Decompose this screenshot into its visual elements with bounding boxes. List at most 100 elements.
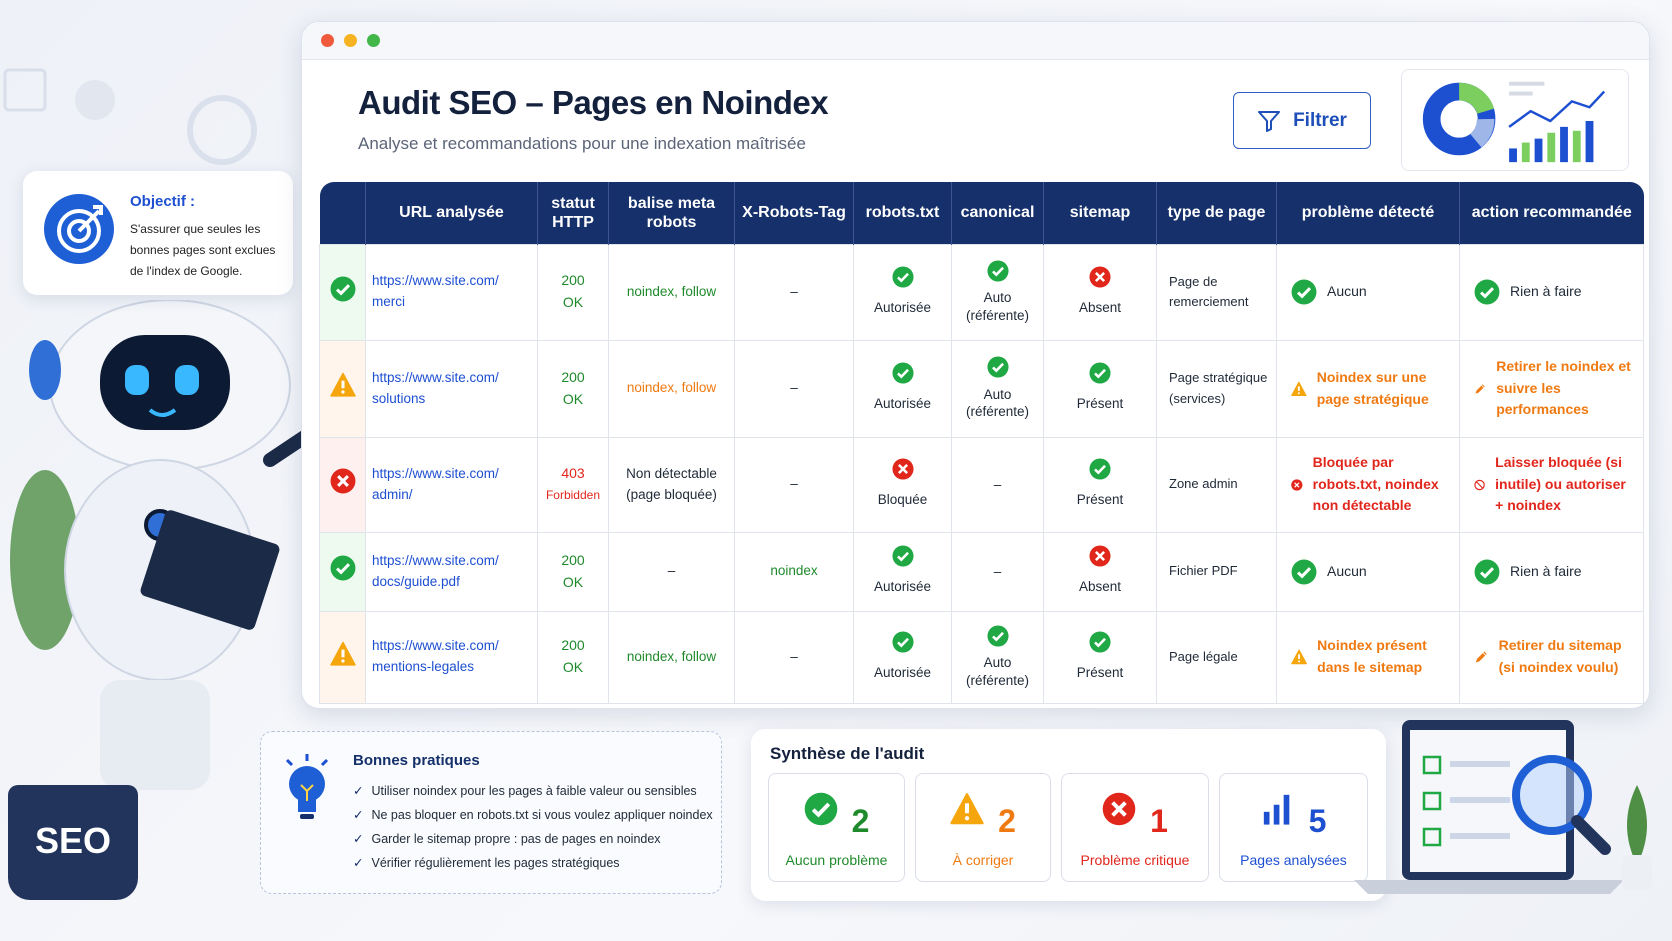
summary-card[interactable]: 1 Problème critique xyxy=(1061,773,1209,882)
summary-count: 1 xyxy=(1150,803,1168,840)
best-practice-item: ✓ Utiliser noindex pour les pages à faibl… xyxy=(353,784,697,798)
canonical-cell: Auto (référente) xyxy=(951,339,1044,438)
robots-txt-cell: Autorisée xyxy=(853,243,952,341)
url-link[interactable]: https://www.site.com/merci xyxy=(372,273,499,309)
check-icon xyxy=(891,545,914,567)
action-cell: Laisser bloquée (si inutile) ou autorise… xyxy=(1459,436,1644,533)
url-link[interactable]: https://www.site.com/mentions-legales xyxy=(372,638,499,674)
meta-robots-cell: noindex, follow xyxy=(608,339,735,438)
target-icon xyxy=(44,194,114,264)
best-practice-item: ✓ Garder le sitemap propre : pas de pages… xyxy=(353,832,661,846)
robots-txt-cell: Autorisée xyxy=(853,610,952,704)
http-status-cell: 200 OK xyxy=(537,243,609,341)
page-title: Audit SEO – Pages en Noindex xyxy=(358,84,829,121)
page-type-cell: Fichier PDF xyxy=(1156,531,1277,612)
minimize-dot[interactable] xyxy=(344,34,357,47)
cross-icon xyxy=(330,468,355,494)
http-status-cell: 200 OK xyxy=(537,339,609,438)
column-header[interactable]: action recommandée xyxy=(1459,182,1644,244)
page-type-cell: Page de remerciement xyxy=(1156,243,1277,341)
row-status xyxy=(319,339,366,438)
canonical-cell: – xyxy=(951,436,1044,533)
best-practices-title: Bonnes pratiques xyxy=(353,752,480,769)
column-header[interactable]: URL analysée xyxy=(365,182,538,244)
summary-title: Synthèse de l'audit xyxy=(770,744,925,763)
summary-count: 5 xyxy=(1308,803,1327,840)
close-dot[interactable] xyxy=(321,34,334,47)
meta-robots-cell: Non détectable (page bloquée) xyxy=(608,436,735,533)
url-link[interactable]: https://www.site.com/solutions xyxy=(372,369,499,406)
column-header[interactable] xyxy=(319,182,366,244)
table-row[interactable]: https://www.site.com/admin/ 403 Forbidden… xyxy=(319,436,1644,533)
column-header[interactable]: statut HTTP xyxy=(537,182,609,244)
table-header-row: URL analysée statut HTTP balise meta robot… xyxy=(319,182,1644,244)
column-header[interactable]: type de page xyxy=(1156,182,1277,244)
table-row[interactable]: https://www.site.com/solutions 200 OK noi… xyxy=(319,339,1644,438)
column-header[interactable]: canonical xyxy=(951,182,1044,244)
url-cell[interactable]: https://www.site.com/admin/ xyxy=(365,436,538,533)
check-icon xyxy=(1291,559,1317,584)
window-titlebar xyxy=(302,22,1649,60)
http-status-cell: 200 OK xyxy=(537,531,609,612)
http-status-cell: 403 Forbidden xyxy=(537,436,609,533)
problem-cell: Noindex sur une page stratégique xyxy=(1276,339,1460,438)
row-status xyxy=(319,610,366,704)
url-cell[interactable]: https://www.site.com/merci xyxy=(365,243,538,341)
table-row[interactable]: https://www.site.com/mentions-legales 20… xyxy=(319,610,1644,704)
meta-robots-cell: – xyxy=(608,531,735,612)
column-header[interactable]: balise meta robots xyxy=(608,182,735,244)
page-type-cell: Page stratégique (services) xyxy=(1156,339,1277,438)
x-robots-tag-cell: noindex xyxy=(734,531,854,612)
robots-txt-cell: Autorisée xyxy=(853,531,952,612)
http-status-cell: 200 OK xyxy=(537,610,609,704)
action-cell: Rien à faire xyxy=(1459,243,1644,341)
url-link[interactable]: https://www.site.com/admin/ xyxy=(372,465,499,502)
summary-label: À corriger xyxy=(952,852,1014,869)
objective-text: S'assurer que seules les bonnes pages so… xyxy=(130,222,276,278)
column-header[interactable]: problème détecté xyxy=(1276,182,1460,244)
url-cell[interactable]: https://www.site.com/docs/guide.pdf xyxy=(365,531,538,612)
url-cell[interactable]: https://www.site.com/mentions-legales xyxy=(365,610,538,704)
checkmark-icon: ✓ xyxy=(353,856,364,870)
column-header[interactable]: sitemap xyxy=(1043,182,1157,244)
table-row[interactable]: https://www.site.com/merci 200 OK noindex… xyxy=(319,243,1644,341)
warning-icon xyxy=(1291,649,1307,665)
problem-cell: Noindex présent dans le sitemap xyxy=(1276,610,1460,704)
filter-button[interactable]: Filtrer xyxy=(1233,92,1371,149)
check-icon xyxy=(1474,279,1500,305)
audit-summary-panel: Synthèse de l'audit 2 Aucun problème 2 À co… xyxy=(751,729,1386,901)
audit-table: URL analysée statut HTTP balise meta robot… xyxy=(319,182,1644,704)
seo-mug: SEO xyxy=(8,785,138,900)
problem-cell: Aucun xyxy=(1276,243,1460,341)
warning-icon xyxy=(1291,381,1307,396)
summary-card[interactable]: 2 À corriger xyxy=(915,773,1051,882)
summary-card[interactable]: 5 Pages analysées xyxy=(1219,773,1368,882)
objective-title: Objectif : xyxy=(130,193,196,210)
filter-label: Filtrer xyxy=(1293,109,1347,131)
check-icon xyxy=(1089,458,1111,480)
maximize-dot[interactable] xyxy=(367,34,380,47)
cross-icon xyxy=(1291,478,1303,491)
column-header[interactable]: robots.txt xyxy=(853,182,952,244)
check-icon xyxy=(986,625,1009,647)
row-status xyxy=(319,436,366,533)
column-header[interactable]: X-Robots-Tag xyxy=(734,182,854,244)
mug-label: SEO xyxy=(34,820,112,861)
robots-txt-cell: Bloquée xyxy=(853,436,952,533)
pencil-icon xyxy=(1475,651,1487,663)
action-cell: Rien à faire xyxy=(1459,531,1644,612)
filter-icon xyxy=(1258,110,1281,132)
summary-card[interactable]: 2 Aucun problème xyxy=(768,773,905,882)
warning-icon xyxy=(329,641,356,666)
page-subtitle: Analyse et recommandations pour une inde… xyxy=(358,134,806,153)
sitemap-cell: Absent xyxy=(1043,243,1157,341)
table-row[interactable]: https://www.site.com/docs/guide.pdf 200 O… xyxy=(319,531,1644,612)
url-cell[interactable]: https://www.site.com/solutions xyxy=(365,339,538,438)
page-type-cell: Page légale xyxy=(1156,610,1277,704)
objective-bubble: Objectif : S'assurer que seules les bonn… xyxy=(23,171,293,295)
problem-cell: Aucun xyxy=(1276,531,1460,612)
url-link[interactable]: https://www.site.com/docs/guide.pdf xyxy=(372,552,499,589)
cross-icon xyxy=(1102,792,1136,826)
canonical-cell: Auto (référente) xyxy=(951,610,1044,704)
check-icon xyxy=(1474,559,1500,584)
